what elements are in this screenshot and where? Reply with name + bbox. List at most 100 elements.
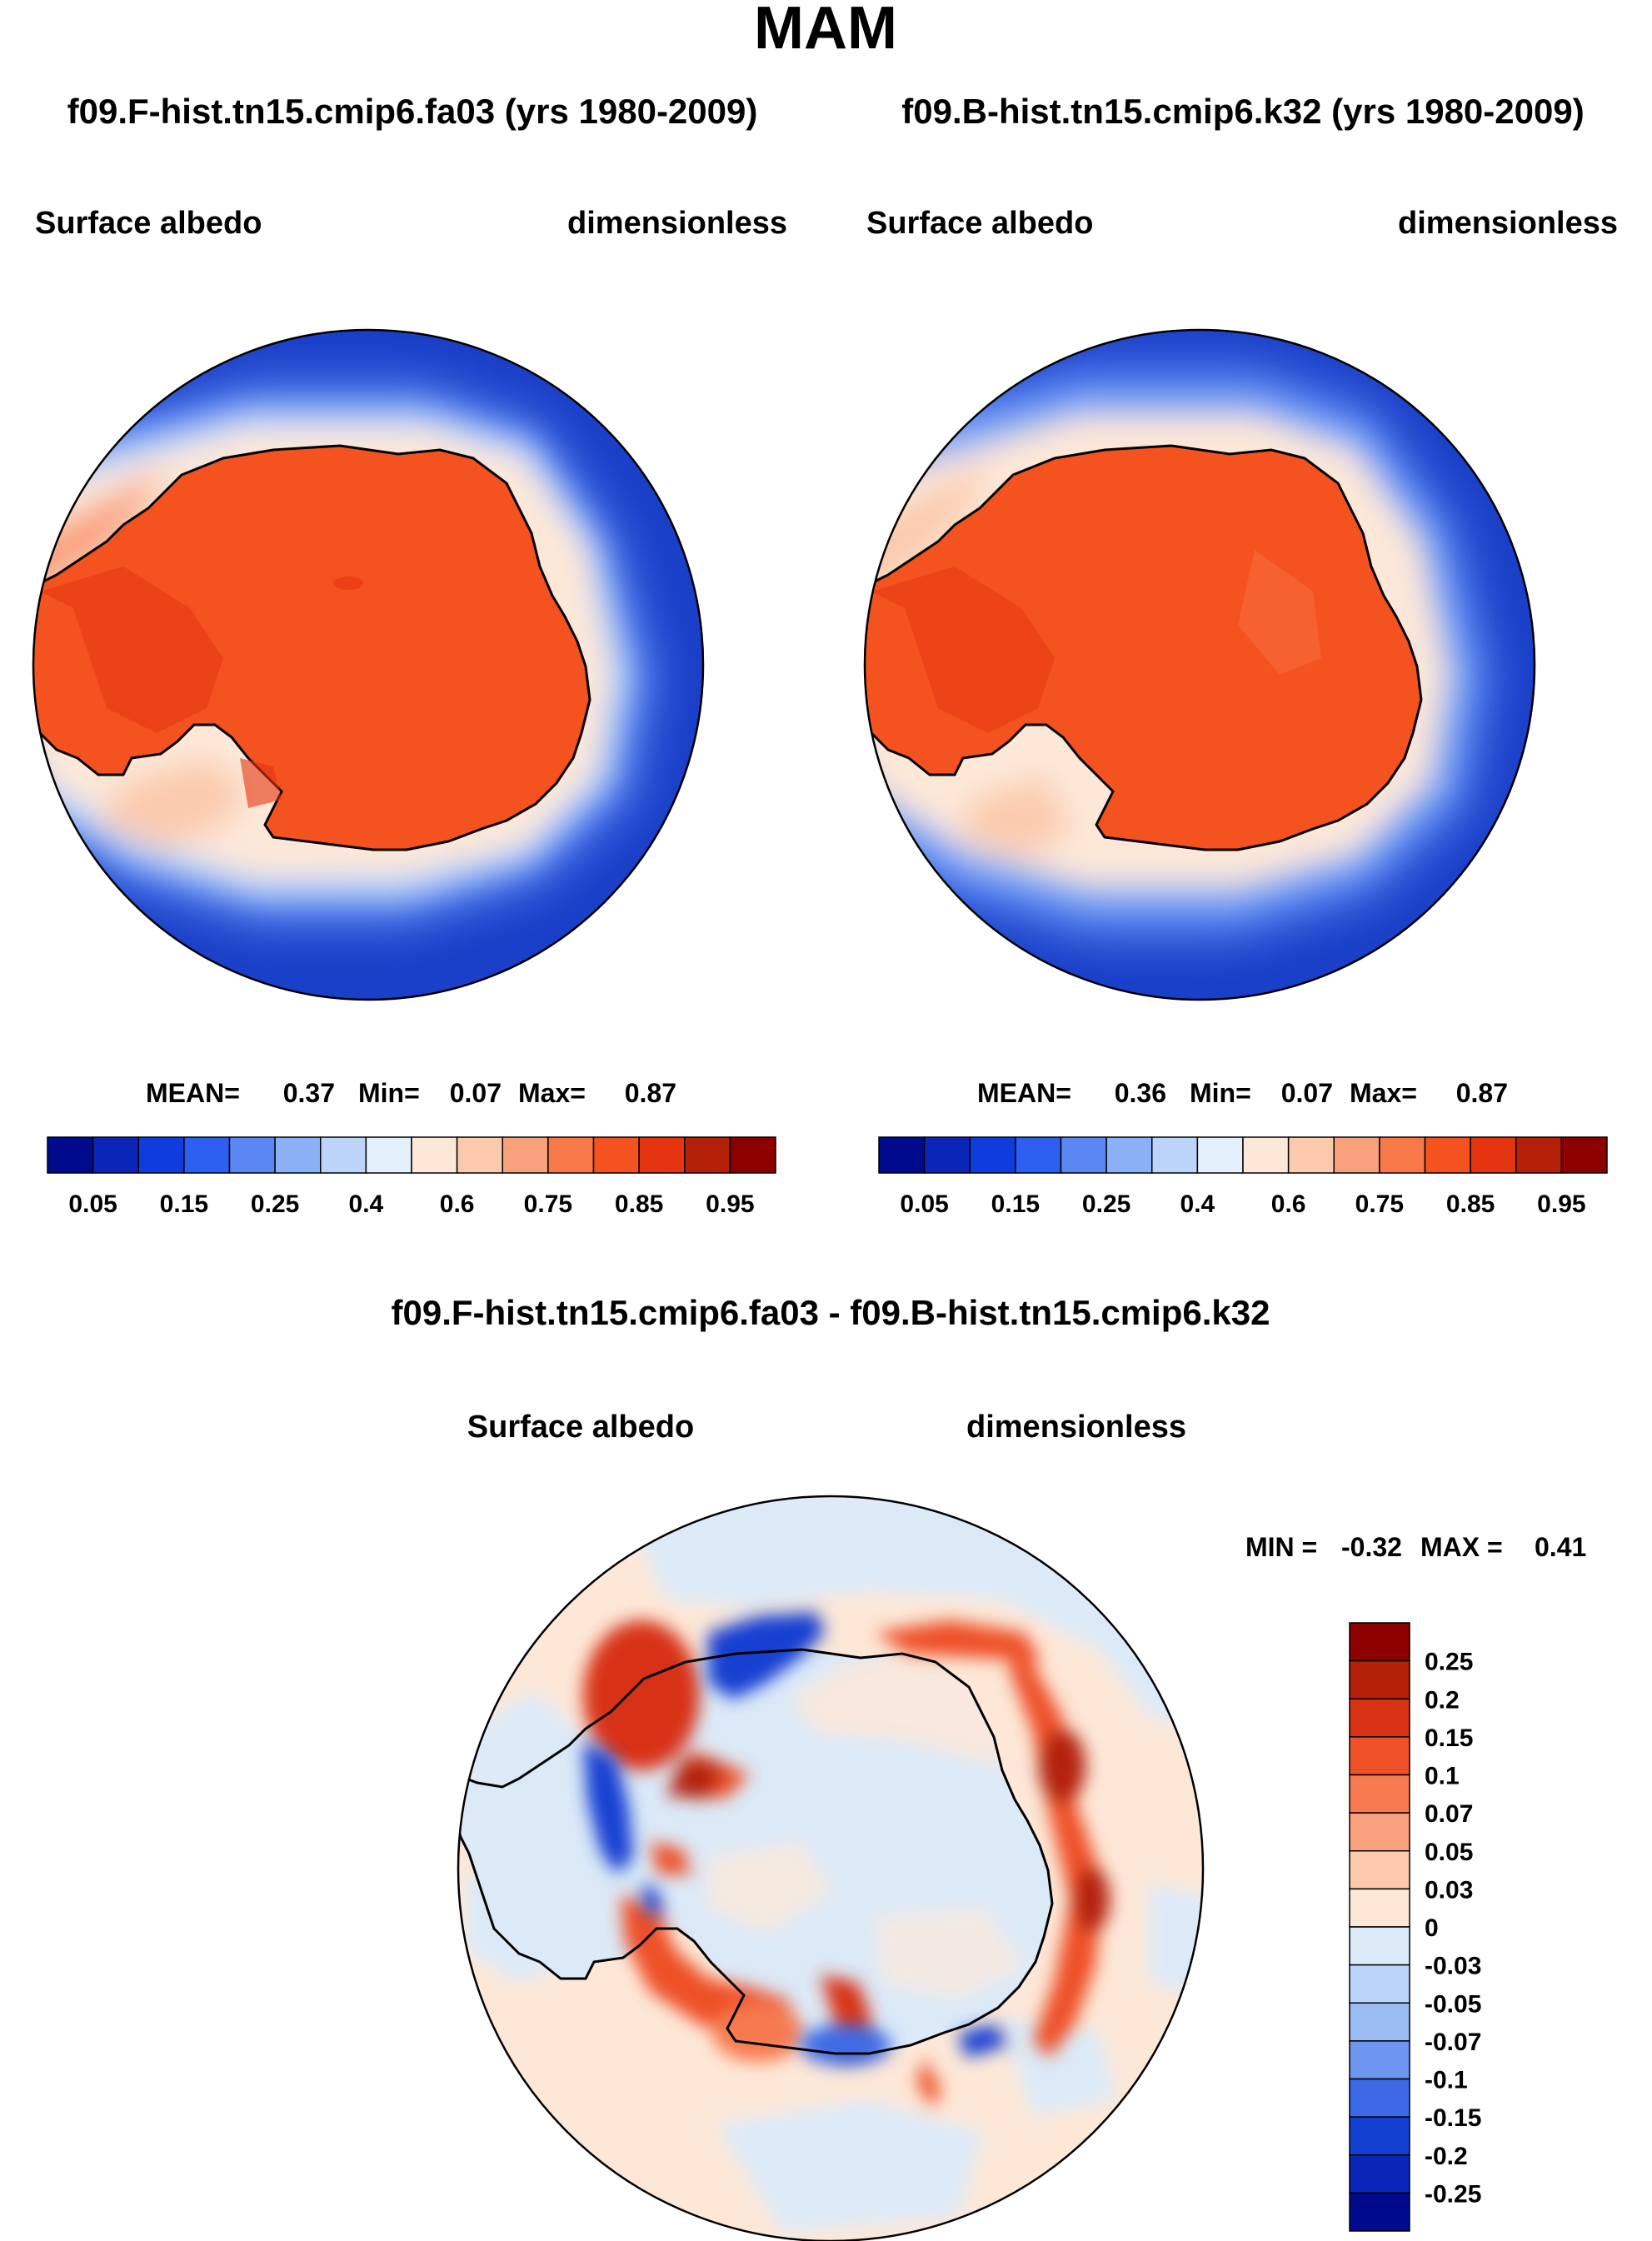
colorbar-fa03-swatch (592, 1136, 640, 1174)
colorbar-fa03-tick-label: 0.25 (251, 1190, 299, 1218)
colorbar-k32-swatch (1287, 1136, 1335, 1174)
colorbar-difference: 0.25 0.2 0.15 0.1 0.07 0.05 0.03 0 -0.03 -0.05 -0.… (1349, 1622, 1481, 2232)
colorbar-difference-swatch (1349, 1964, 1410, 2004)
colorbar-k32-swatch (1196, 1136, 1244, 1174)
colorbar-difference-swatch (1349, 1926, 1410, 1966)
max-label-difference: MAX = (1420, 1532, 1503, 1562)
mean-value-fa03: 0.37 (283, 1078, 335, 1108)
colorbar-difference-tick-label: 0.07 (1425, 1800, 1473, 1828)
colorbar-k32-swatch (1242, 1136, 1290, 1174)
colorbar-fa03-tick-label: 0.75 (524, 1190, 572, 1218)
colorbar-fa03-tick-label: 0.95 (706, 1190, 754, 1218)
colorbar-fa03-swatch (638, 1136, 686, 1174)
colorbar-difference-swatch (1349, 1736, 1410, 1776)
colorbar-difference-tick-label: -0.05 (1425, 1990, 1481, 2018)
colorbar-k32-swatch (1379, 1136, 1426, 1174)
colorbar-fa03-tick-label: 0.4 (349, 1190, 384, 1218)
colorbar-fa03-swatch (92, 1136, 139, 1174)
map-k32 (865, 330, 1535, 1000)
colorbar-difference-tick-label: 0.05 (1425, 1839, 1473, 1866)
mean-label-k32: MEAN= (977, 1078, 1071, 1108)
colorbar-k32-swatch (1515, 1136, 1563, 1174)
colorbar-k32-tick-label: 0.4 (1180, 1190, 1215, 1218)
colorbar-fa03-swatch (320, 1136, 367, 1174)
panel-fa03: f09.F-hist.tn15.cmip6.fa03 (yrs 1980-200… (32, 92, 787, 1218)
colorbar-difference-swatch (1349, 1774, 1410, 1814)
colorbar-k32-swatch (923, 1136, 971, 1174)
stats-difference: MIN = -0.32 MAX = 0.41 (1245, 1532, 1586, 1562)
colorbar-difference-tick-label: -0.03 (1425, 1953, 1481, 1980)
colorbar-difference-tick-label: 0.25 (1425, 1649, 1473, 1676)
colorbar-fa03-swatch (502, 1136, 549, 1174)
colorbar-difference-tick-label: -0.25 (1425, 2180, 1481, 2208)
colorbar-fa03-swatch (729, 1136, 776, 1174)
stats-k32: MEAN= 0.36 Min= 0.07 Max= 0.87 (977, 1078, 1508, 1108)
colorbar-difference-swatch (1349, 2154, 1410, 2194)
colorbar-difference-tick-label: -0.15 (1425, 2104, 1481, 2132)
colorbar-fa03-tick-label: 0.05 (68, 1190, 117, 1218)
colorbar-k32-swatch (969, 1136, 1016, 1174)
colorbar-difference-swatch (1349, 1622, 1410, 1662)
colorbar-difference-swatch (1349, 1812, 1410, 1852)
units-label-k32: dimensionless (1398, 206, 1618, 241)
colorbar-k32-swatch (878, 1136, 926, 1174)
max-value-difference: 0.41 (1535, 1532, 1586, 1562)
colorbar-fa03-swatch (547, 1136, 595, 1174)
field-label-k32: Surface albedo (866, 206, 1093, 241)
colorbar-difference-tick-label: 0.03 (1425, 1876, 1473, 1904)
max-label-k32: Max= (1350, 1078, 1417, 1108)
colorbar-k32-tick-label: 0.15 (991, 1190, 1040, 1218)
field-label-fa03: Surface albedo (35, 206, 262, 241)
panel-difference: f09.F-hist.tn15.cmip6.fa03 - f09.B-hist.… (391, 1293, 1586, 2241)
colorbar-fa03-tick-label: 0.85 (615, 1190, 663, 1218)
colorbar-fa03-swatch (274, 1136, 322, 1174)
panel-title-difference: f09.F-hist.tn15.cmip6.fa03 - f09.B-hist.… (391, 1293, 1270, 1332)
max-value-k32: 0.87 (1456, 1078, 1508, 1108)
colorbar-difference-swatch (1349, 1698, 1410, 1738)
colorbar-difference-swatch (1349, 2116, 1410, 2156)
colorbar-fa03-swatch (411, 1136, 458, 1174)
colorbar-k32-swatch (1333, 1136, 1380, 1174)
map-difference (458, 1496, 1203, 2241)
colorbar-k32: 0.05 0.15 0.25 0.4 0.6 0.75 0.85 0.95 (878, 1136, 1608, 1218)
colorbar-difference-tick-label: 0 (1425, 1914, 1439, 1942)
season-title: MAM (754, 0, 897, 62)
colorbar-fa03-tick-label: 0.15 (160, 1190, 208, 1218)
colorbar-fa03-swatch (365, 1136, 412, 1174)
colorbar-k32-tick-label: 0.25 (1082, 1190, 1130, 1218)
colorbar-k32-swatch (1151, 1136, 1199, 1174)
min-label-difference: MIN = (1245, 1532, 1317, 1562)
colorbar-fa03-swatch (137, 1136, 185, 1174)
min-value-difference: -0.32 (1341, 1532, 1402, 1562)
colorbar-fa03-swatch (183, 1136, 231, 1174)
colorbar-difference-swatch (1349, 2192, 1410, 2232)
colorbar-fa03-swatch (456, 1136, 503, 1174)
colorbar-difference-tick-label: 0.1 (1425, 1763, 1460, 1790)
panel-k32: f09.B-hist.tn15.cmip6.k32 (yrs 1980-2009… (863, 92, 1618, 1218)
colorbar-k32-tick-label: 0.6 (1271, 1190, 1306, 1218)
colorbar-k32-swatch (1060, 1136, 1107, 1174)
colorbar-k32-tick-label: 0.85 (1446, 1190, 1495, 1218)
colorbar-k32-swatch (1015, 1136, 1062, 1174)
colorbar-difference-swatch (1349, 2040, 1410, 2080)
colorbar-fa03-swatch (47, 1136, 94, 1174)
max-label-fa03: Max= (518, 1078, 586, 1108)
colorbar-difference-tick-label: 0.15 (1425, 1724, 1473, 1752)
colorbar-k32-tick-label: 0.95 (1537, 1190, 1585, 1218)
colorbar-difference-swatch (1349, 1850, 1410, 1890)
map-border-difference (457, 1495, 1205, 2241)
colorbar-k32-swatch (1560, 1136, 1608, 1174)
colorbar-difference-swatch (1349, 2002, 1410, 2042)
mean-value-k32: 0.36 (1115, 1078, 1166, 1108)
colorbar-k32-swatch (1105, 1136, 1153, 1174)
units-label-difference: dimensionless (966, 1410, 1186, 1445)
panel-title-k32: f09.B-hist.tn15.cmip6.k32 (yrs 1980-2009… (901, 92, 1584, 131)
colorbar-difference-tick-label: -0.07 (1425, 2029, 1481, 2056)
panel-title-fa03: f09.F-hist.tn15.cmip6.fa03 (yrs 1980-200… (67, 92, 758, 131)
map-border-k32 (863, 328, 1536, 1001)
colorbar-fa03: 0.05 0.15 0.25 0.4 0.6 0.75 0.85 0.95 (47, 1136, 776, 1218)
map-fa03 (33, 330, 703, 1000)
units-label-fa03: dimensionless (567, 206, 787, 241)
colorbar-k32-tick-label: 0.05 (900, 1190, 948, 1218)
